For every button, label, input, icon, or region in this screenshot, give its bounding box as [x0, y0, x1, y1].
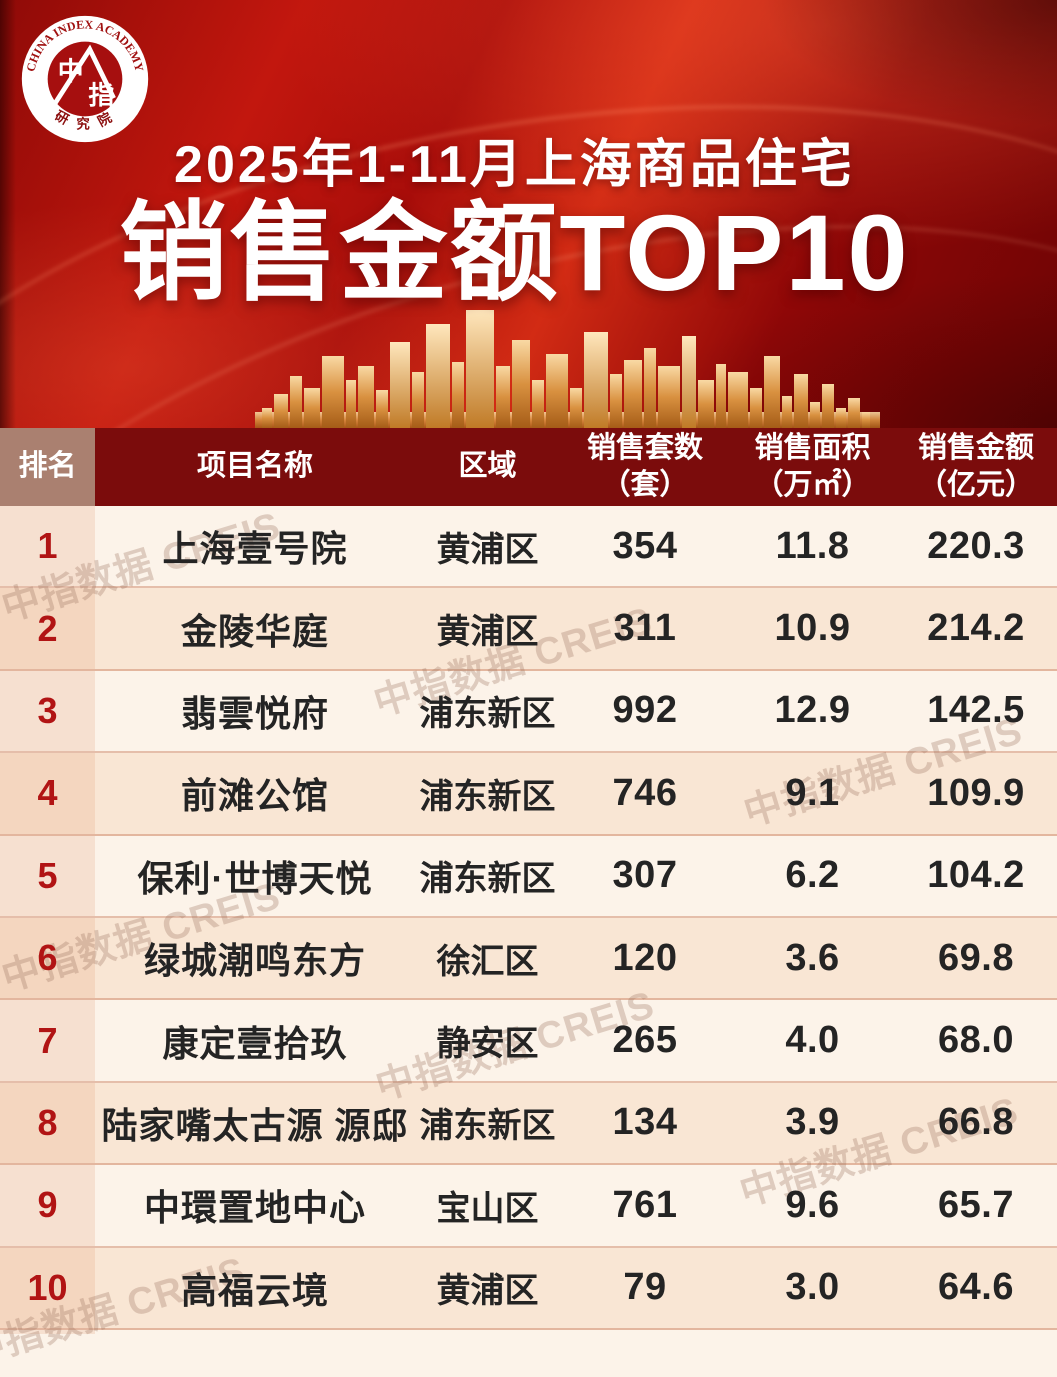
- city-skyline-graphic: [255, 310, 880, 428]
- rank-value: 8: [37, 1101, 58, 1143]
- district: 浦东新区: [419, 1107, 556, 1146]
- header-rank-label: 排名: [18, 450, 77, 483]
- project-name: 绿城潮鸣东方: [143, 940, 366, 982]
- district: 浦东新区: [419, 777, 556, 816]
- sales-amount: 68.0: [938, 1019, 1014, 1062]
- table-row-partial: [0, 1329, 1057, 1334]
- table-row: 8 陆家嘴太古源 源邸 浦东新区 134 3.9 66.8: [0, 1082, 1057, 1166]
- rank-value: 7: [37, 1019, 58, 1061]
- units-sold: 120: [612, 936, 678, 979]
- logo-char-bottom: 指: [88, 81, 114, 110]
- sales-amount: 109.9: [927, 771, 1025, 814]
- project-name: 前滩公馆: [180, 775, 329, 817]
- units-sold: 746: [612, 771, 678, 814]
- units-sold: 307: [612, 854, 678, 897]
- units-sold: 761: [612, 1183, 678, 1226]
- logo-inner-disc: [47, 41, 123, 117]
- table-row: 1 上海壹号院 黄浦区 354 11.8 220.3: [0, 506, 1057, 589]
- rank-value: 2: [37, 607, 58, 649]
- table-row: 9 中環置地中心 宝山区 761 9.6 65.7: [0, 1165, 1057, 1248]
- district: 黄浦区: [436, 613, 539, 652]
- sales-amount: 65.7: [938, 1183, 1014, 1226]
- units-sold: 354: [612, 524, 678, 567]
- ranking-table: 排名 项目名称 区域 销售套数 （套） 销售面积 （万㎡） 销售金额 （亿元） …: [0, 428, 1057, 1334]
- banner-title: 销售金额TOP10: [119, 192, 910, 313]
- table-row: 7 康定壹拾玖 静安区 265 4.0 68.0: [0, 1000, 1057, 1083]
- units-sold: 992: [612, 689, 678, 732]
- header-project-label: 项目名称: [196, 450, 313, 483]
- district: 黄浦区: [436, 530, 539, 569]
- district: 宝山区: [436, 1189, 539, 1228]
- logo-char-top: 中: [58, 57, 84, 86]
- project-name: 保利·世博天悦: [137, 857, 373, 899]
- units-sold: 311: [613, 607, 677, 650]
- district: 浦东新区: [419, 860, 556, 899]
- header-amount-label: 销售金额: [917, 431, 1034, 464]
- project-name: 上海壹号院: [162, 528, 348, 570]
- header-sales-amount: 销售金额 （亿元）: [895, 428, 1057, 506]
- table-row: 3 翡雲悦府 浦东新区 992 12.9 142.5: [0, 670, 1057, 754]
- header-rank: 排名: [0, 428, 95, 506]
- district: 浦东新区: [419, 695, 556, 734]
- sales-amount: 69.8: [938, 936, 1014, 979]
- china-index-academy-logo: CHINA INDEX ACADEMY 研 究 院 中 指: [21, 15, 149, 143]
- sales-amount: 214.2: [927, 607, 1025, 650]
- rank-value: 4: [37, 772, 58, 814]
- header-area-label: 销售面积: [754, 431, 871, 464]
- header-area-unit: （万㎡）: [754, 469, 871, 501]
- header-district: 区域: [415, 428, 560, 506]
- project-name: 高福云境: [180, 1269, 329, 1311]
- sales-area: 10.9: [774, 607, 851, 650]
- rank-value: 3: [37, 689, 58, 731]
- banner-subtitle: 2025年1-11月上海商品住宅: [174, 136, 855, 194]
- header-district-label: 区域: [458, 450, 517, 483]
- sales-area: 3.6: [785, 936, 840, 979]
- header-amount-unit: （亿元）: [917, 469, 1034, 501]
- table-header-row: 排名 项目名称 区域 销售套数 （套） 销售面积 （万㎡） 销售金额 （亿元）: [0, 428, 1057, 506]
- sales-amount: 66.8: [938, 1101, 1014, 1144]
- sales-area: 12.9: [774, 689, 851, 732]
- sales-amount: 220.3: [927, 524, 1025, 567]
- header-units-sold: 销售套数 （套）: [560, 428, 730, 506]
- table-row: 5 保利·世博天悦 浦东新区 307 6.2 104.2: [0, 835, 1057, 918]
- sales-area: 3.0: [785, 1266, 840, 1309]
- sales-amount: 142.5: [927, 689, 1025, 732]
- project-name: 金陵华庭: [180, 610, 329, 652]
- project-name: 陆家嘴太古源 源邸: [101, 1104, 409, 1146]
- sales-area: 11.8: [775, 524, 850, 567]
- table-row: 10 高福云境 黄浦区 79 3.0 64.6: [0, 1247, 1057, 1330]
- units-sold: 79: [623, 1266, 667, 1309]
- rank-value: 9: [37, 1184, 58, 1226]
- table-row: 4 前滩公馆 浦东新区 746 9.1 109.9: [0, 753, 1057, 836]
- banner: CHINA INDEX ACADEMY 研 究 院 中 指 2025年1-11月…: [0, 0, 1057, 428]
- sales-amount: 64.6: [938, 1266, 1014, 1309]
- table-row: 2 金陵华庭 黄浦区 311 10.9 214.2: [0, 588, 1057, 671]
- project-name: 中環置地中心: [143, 1187, 366, 1229]
- rank-value: 10: [27, 1266, 68, 1308]
- district: 徐汇区: [436, 942, 539, 981]
- project-name: 翡雲悦府: [180, 692, 329, 734]
- project-name: 康定壹拾玖: [162, 1022, 348, 1064]
- sales-amount: 104.2: [927, 854, 1025, 897]
- header-sales-area: 销售面积 （万㎡）: [730, 428, 895, 506]
- units-sold: 265: [612, 1019, 678, 1062]
- sales-area: 9.1: [785, 771, 840, 814]
- table-row: 6 绿城潮鸣东方 徐汇区 120 3.6 69.8: [0, 917, 1057, 1001]
- sales-area: 4.0: [785, 1019, 840, 1062]
- sales-area: 6.2: [785, 854, 840, 897]
- header-units-label: 销售套数: [586, 431, 703, 464]
- header-project-name: 项目名称: [95, 428, 415, 506]
- header-units-unit: （套）: [601, 469, 689, 501]
- rank-value: 5: [37, 854, 58, 896]
- rank-value: 6: [37, 937, 58, 979]
- logo-peak-mark-icon: [53, 44, 116, 105]
- sales-area: 3.9: [785, 1101, 840, 1144]
- district: 静安区: [436, 1025, 539, 1064]
- sales-area: 9.6: [785, 1183, 840, 1226]
- units-sold: 134: [612, 1101, 678, 1144]
- rank-value: 1: [37, 525, 58, 567]
- district: 黄浦区: [436, 1272, 539, 1311]
